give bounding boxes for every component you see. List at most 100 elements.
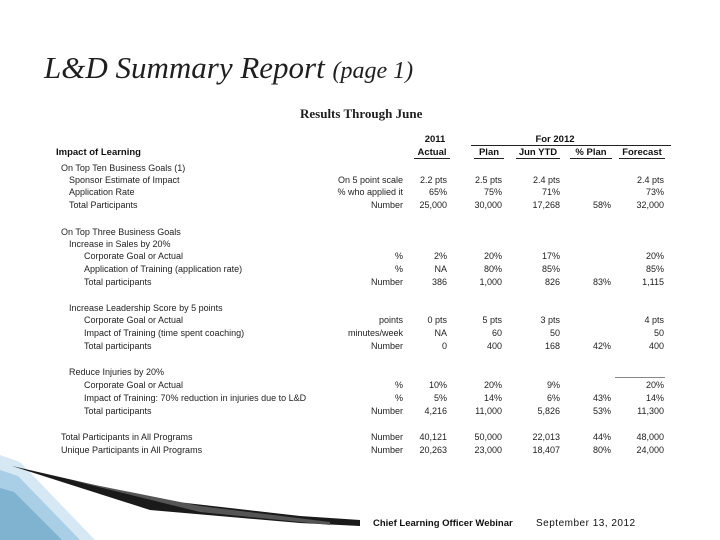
actual-cell: 0 [441,341,447,351]
header-pct-plan: % Plan [570,147,612,159]
actual-cell: 0 pts [427,315,447,325]
row-label: Sponsor Estimate of Impact [69,175,180,185]
unit-cell: Number [370,200,403,210]
jun-ytd-cell: 6% [546,393,560,403]
title-sub: (page 1) [332,58,414,84]
row-label: Total participants [84,406,152,416]
row-label: Unique Participants in All Programs [61,445,203,455]
row-label: On Top Ten Business Goals (1) [61,163,186,173]
unit-cell: points [378,315,403,325]
plan-cell: 23,000 [474,445,502,455]
actual-cell: 10% [428,380,447,390]
header-forecast: Forecast [619,147,665,159]
report-subtitle: Results Through June [300,106,423,121]
actual-cell: 20,263 [419,445,447,455]
unit-cell: Number [370,445,403,455]
forecast-cell: 400 [648,341,664,351]
plan-cell: 11,000 [475,406,502,416]
forecast-cell: 11,300 [637,406,664,416]
unit-cell: Number [370,277,403,287]
footer-event: Chief Learning Officer Webinar [373,518,513,529]
title-main: L&D Summary Report [44,50,325,85]
actual-cell: NA [434,264,447,274]
pct-plan-cell: 42% [592,341,611,351]
row-label: Total Participants in All Programs [61,432,193,442]
pct-plan-cell: 44% [592,432,611,442]
row-label: Total Participants [69,200,138,210]
row-label: Total participants [84,341,152,351]
pct-plan-cell: 58% [592,200,611,210]
jun-ytd-cell: 9% [546,380,560,390]
jun-ytd-cell: 17,268 [532,200,560,210]
row-label: Corporate Goal or Actual [84,315,184,325]
row-label: Increase Leadership Score by 5 points [69,303,223,313]
unit-cell: % [394,393,403,403]
footer-date: September 13, 2012 [536,518,636,529]
unit-cell: On 5 point scale [337,175,403,185]
jun-ytd-cell: 3 pts [540,315,560,325]
actual-cell: NA [434,328,447,338]
row-label: Reduce Injuries by 20% [69,367,165,377]
row-label: Impact of Training: 70% reduction in inj… [84,393,307,403]
actual-cell: 4,216 [424,406,447,416]
jun-ytd-cell: 168 [544,341,560,351]
row-label: Corporate Goal or Actual [84,380,184,390]
plan-cell: 20% [483,251,502,261]
unit-cell: Number [370,432,403,442]
unit-cell: % [394,264,403,274]
plan-cell: 75% [483,187,502,197]
header-plan: Plan [474,147,504,159]
plan-cell: 14% [483,393,502,403]
forecast-cell: 32,000 [636,200,664,210]
pct-plan-cell: 53% [592,406,611,416]
row-label: Total participants [84,277,152,287]
forecast-cell: 14% [645,393,664,403]
plan-cell: 80% [483,264,502,274]
actual-cell: 2.2 pts [419,175,447,185]
actual-cell: 65% [428,187,447,197]
forecast-cell: 48,000 [636,432,664,442]
header-jun-ytd: Jun YTD [516,147,560,159]
unit-cell: % [394,380,403,390]
forecast-cell: 2.4 pts [636,175,664,185]
plan-cell: 60 [491,328,502,338]
unit-cell: % [394,251,403,261]
actual-cell: 40,121 [419,432,447,442]
plan-cell: 5 pts [482,315,502,325]
unit-cell: Number [370,341,403,351]
header-for-2012: For 2012 [535,134,575,145]
jun-ytd-cell: 17% [541,251,560,261]
forecast-cell: 85% [645,264,664,274]
jun-ytd-cell: 5,826 [537,406,560,416]
forecast-cell: 24,000 [636,445,664,455]
forecast-separator [615,377,665,378]
forecast-cell: 50 [653,328,664,338]
jun-ytd-cell: 71% [541,187,560,197]
row-label: Impact of Training (time spent coaching) [84,328,245,338]
forecast-cell: 1,115 [642,277,664,287]
jun-ytd-cell: 22,013 [532,432,560,442]
plan-cell: 20% [483,380,502,390]
actual-cell: 2% [433,251,447,261]
plan-cell: 2.5 pts [474,175,502,185]
header-2011: 2011 [424,134,446,145]
header-actual: Actual [414,147,450,159]
row-label: Application of Training (application rat… [84,264,243,274]
plan-cell: 30,000 [474,200,502,210]
plan-cell: 50,000 [474,432,502,442]
jun-ytd-cell: 18,407 [532,445,560,455]
plan-cell: 1,000 [479,277,502,287]
unit-cell: minutes/week [347,328,403,338]
jun-ytd-cell: 2.4 pts [532,175,560,185]
row-label: On Top Three Business Goals [61,227,181,237]
page-title: L&D Summary Report (page 1) [44,50,413,86]
row-label: Increase in Sales by 20% [69,239,171,249]
header-2012-rule [471,145,671,146]
plan-cell: 400 [486,341,502,351]
forecast-cell: 4 pts [644,315,664,325]
jun-ytd-cell: 826 [544,277,560,287]
actual-cell: 386 [431,277,447,287]
actual-cell: 5% [433,393,447,403]
row-label: Application Rate [69,187,135,197]
